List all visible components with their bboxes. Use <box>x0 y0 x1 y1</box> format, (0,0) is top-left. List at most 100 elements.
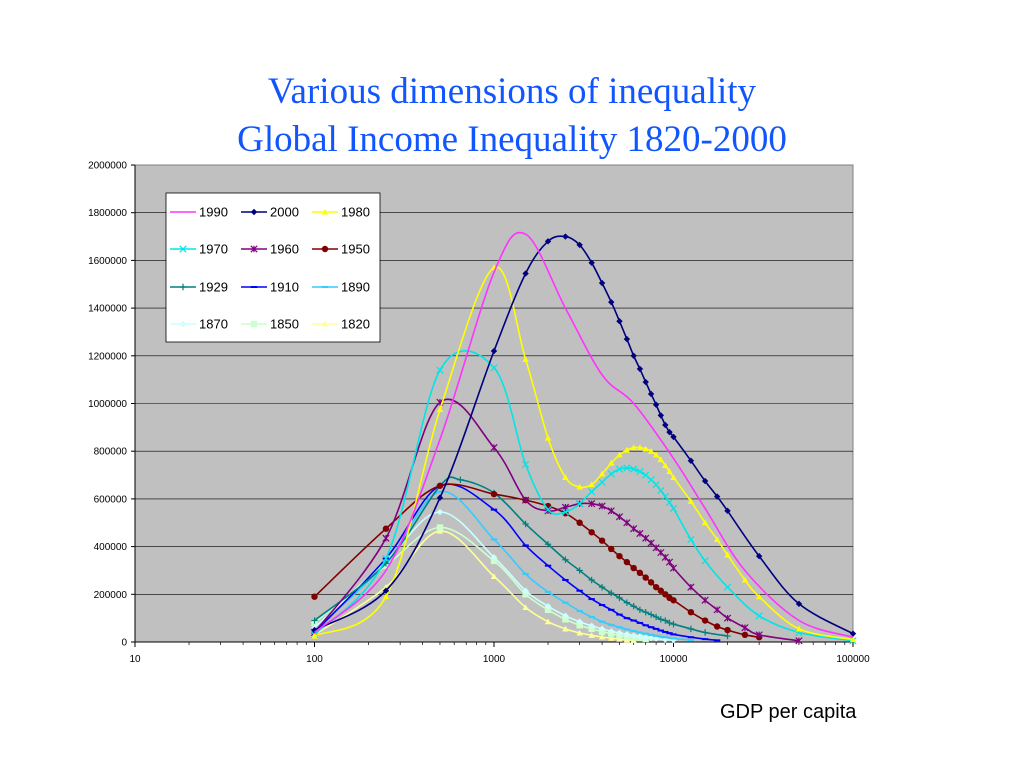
data-point-2000 <box>522 270 529 277</box>
legend-label: 1970 <box>199 242 228 257</box>
data-point-1870 <box>598 625 606 633</box>
data-point-1950 <box>647 579 655 586</box>
data-point-1970 <box>544 506 552 514</box>
data-point-1960 <box>521 496 530 504</box>
series-line-1970 <box>313 350 854 642</box>
data-point-1980 <box>608 459 615 466</box>
data-point-1980 <box>657 456 665 463</box>
data-point-1960 <box>795 637 803 645</box>
data-point-2000 <box>687 457 695 464</box>
data-point-2000 <box>436 494 444 501</box>
data-point-1950 <box>713 623 721 630</box>
data-point-1870 <box>616 629 623 637</box>
legend-label: 1950 <box>341 242 370 257</box>
data-point-2000 <box>662 421 669 429</box>
data-point-2000 <box>701 477 709 485</box>
data-point-1970 <box>630 465 638 473</box>
data-point-1820 <box>436 527 444 534</box>
data-point-1970 <box>636 467 644 476</box>
data-point-1950 <box>382 525 390 532</box>
data-point-1820 <box>562 625 569 632</box>
data-point-1850 <box>490 557 498 565</box>
data-point-1950 <box>630 564 637 572</box>
data-point-1950 <box>436 482 444 489</box>
data-point-1929 <box>687 625 695 633</box>
data-point-1870 <box>562 612 569 619</box>
series-line-1990 <box>313 231 854 638</box>
data-point-1970 <box>669 504 678 513</box>
data-point-1950 <box>701 617 709 624</box>
data-point-1950 <box>724 626 731 634</box>
legend-swatch-marker <box>321 245 329 253</box>
series-1960 <box>310 398 803 645</box>
data-point-1970 <box>687 535 695 544</box>
data-point-1950 <box>576 519 583 526</box>
series-1980 <box>311 264 857 643</box>
x-tick-label: 1000 <box>483 654 506 665</box>
data-point-1980 <box>647 448 655 454</box>
data-point-1980 <box>544 434 552 441</box>
data-point-1970 <box>576 500 584 508</box>
data-point-2000 <box>755 552 763 560</box>
data-point-1929 <box>652 613 660 621</box>
data-point-1929 <box>666 619 673 627</box>
legend-label: 1960 <box>270 242 299 257</box>
data-point-1870 <box>636 633 644 640</box>
y-tick-label: 1600000 <box>88 256 127 267</box>
series-1950 <box>311 482 763 641</box>
data-point-1960 <box>665 558 674 566</box>
data-point-1960 <box>713 606 721 614</box>
data-point-2000 <box>311 626 318 634</box>
title-line-1: Various dimensions of inequality <box>267 71 757 112</box>
legend <box>165 192 381 343</box>
data-point-1980 <box>576 483 583 490</box>
data-point-1960 <box>490 443 498 452</box>
y-tick-label: 200000 <box>94 590 128 601</box>
data-point-1870 <box>490 554 498 561</box>
data-point-1970 <box>382 554 390 563</box>
legend-label: 1870 <box>199 317 228 332</box>
data-point-1850 <box>544 606 552 614</box>
data-point-1970 <box>701 557 709 565</box>
legend-label: 1980 <box>341 205 370 220</box>
data-point-1970 <box>615 465 624 473</box>
income-distribution-chart: 0 200000 400000 600000 800000 1000000 1200000 1… <box>88 161 870 666</box>
data-point-2000 <box>630 352 637 359</box>
legend-swatch-marker <box>250 245 258 253</box>
data-point-1929 <box>657 616 665 623</box>
data-point-1980 <box>666 468 673 475</box>
data-point-2000 <box>713 493 721 500</box>
data-point-1980 <box>755 593 763 600</box>
data-point-2000 <box>795 600 803 608</box>
data-point-1980 <box>713 536 721 543</box>
legend-label: 1820 <box>341 317 370 332</box>
x-axis-caption: GDP per capita <box>720 701 857 723</box>
data-point-1980 <box>562 474 569 480</box>
data-point-1820 <box>608 634 615 641</box>
legend-label: 1990 <box>199 205 228 220</box>
data-point-1960 <box>636 529 644 538</box>
data-point-1850 <box>576 622 583 629</box>
data-point-1980 <box>598 470 606 477</box>
data-point-1950 <box>636 569 644 577</box>
data-point-1960 <box>615 513 624 521</box>
data-point-1870 <box>630 632 637 639</box>
data-point-1980 <box>652 451 660 458</box>
data-point-1980 <box>670 474 677 480</box>
y-tick-label: 800000 <box>94 447 128 458</box>
legend-swatch-marker <box>250 208 258 216</box>
data-point-1929 <box>647 611 655 618</box>
legend-swatch-marker <box>321 208 329 215</box>
data-point-1950 <box>642 574 649 581</box>
data-point-1929 <box>457 476 464 484</box>
data-point-1970 <box>755 612 763 620</box>
title-line-2: Global Income Inequality 1820-2000 <box>237 119 787 160</box>
data-point-1970 <box>661 492 669 501</box>
series-2000 <box>311 233 857 637</box>
legend-swatch-marker <box>179 245 187 253</box>
data-point-1970 <box>657 486 665 495</box>
data-point-1870 <box>436 508 444 516</box>
data-point-2000 <box>849 630 857 637</box>
data-point-1960 <box>741 624 749 632</box>
data-point-1929 <box>662 617 669 624</box>
